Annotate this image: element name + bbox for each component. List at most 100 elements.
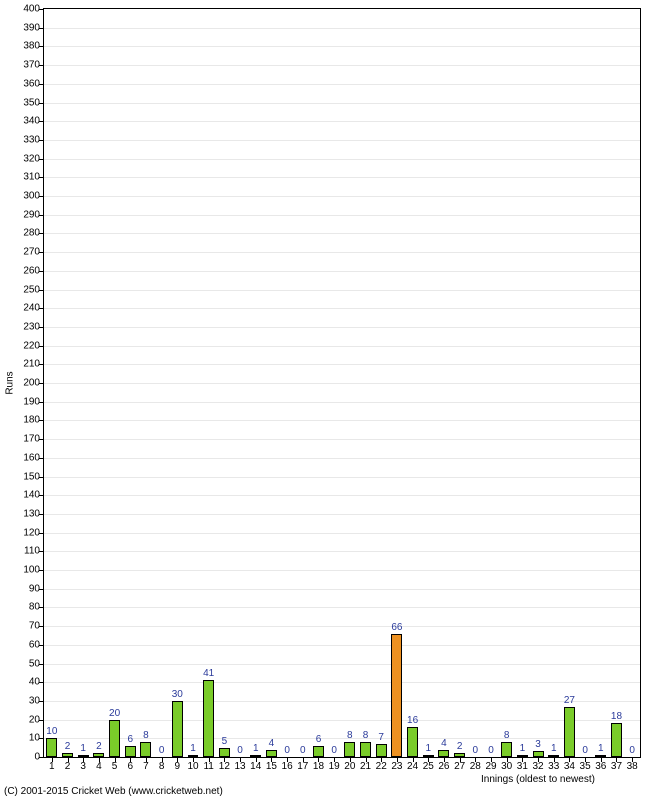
bar [376, 744, 387, 757]
x-tick-label: 38 [627, 757, 638, 772]
bar [391, 634, 402, 757]
x-tick-label: 20 [344, 757, 355, 772]
x-tick-label: 33 [548, 757, 559, 772]
bar [313, 746, 324, 757]
gridline [44, 514, 640, 515]
x-tick-label: 28 [470, 757, 481, 772]
gridline [44, 682, 640, 683]
y-tick-label: 150 [23, 471, 44, 482]
bar [501, 742, 512, 757]
bar [438, 750, 449, 757]
y-tick-label: 400 [23, 4, 44, 15]
gridline [44, 121, 640, 122]
bar-value-label: 16 [407, 715, 418, 726]
bar-value-label: 1 [551, 743, 557, 754]
gridline [44, 346, 640, 347]
bar [125, 746, 136, 757]
bar-value-label: 10 [46, 726, 57, 737]
y-tick-label: 90 [29, 583, 44, 594]
gridline [44, 215, 640, 216]
x-tick-label: 7 [143, 757, 149, 772]
gridline [44, 65, 640, 66]
bar-value-label: 2 [65, 741, 71, 752]
y-tick-label: 100 [23, 565, 44, 576]
y-tick-label: 170 [23, 434, 44, 445]
bar-value-label: 6 [316, 734, 322, 745]
bar-value-label: 8 [143, 730, 149, 741]
gridline [44, 84, 640, 85]
bar-value-label: 1 [598, 743, 604, 754]
y-tick-label: 10 [29, 733, 44, 744]
x-tick-label: 3 [80, 757, 86, 772]
gridline [44, 233, 640, 234]
y-tick-label: 370 [23, 60, 44, 71]
x-tick-label: 37 [611, 757, 622, 772]
y-tick-label: 270 [23, 247, 44, 258]
bar-value-label: 3 [535, 739, 541, 750]
y-tick-label: 110 [24, 546, 44, 557]
x-tick-label: 1 [49, 757, 55, 772]
bar-value-label: 1 [520, 743, 526, 754]
bar-value-label: 66 [391, 622, 402, 633]
y-tick-label: 300 [23, 191, 44, 202]
y-tick-label: 190 [23, 396, 44, 407]
y-tick-label: 140 [23, 490, 44, 501]
gridline [44, 159, 640, 160]
bar [219, 748, 230, 757]
x-tick-label: 14 [250, 757, 261, 772]
y-tick-label: 350 [23, 97, 44, 108]
bar [266, 750, 277, 757]
bar-value-label: 1 [190, 743, 196, 754]
gridline [44, 364, 640, 365]
bar-value-label: 20 [109, 708, 120, 719]
bar-value-label: 8 [504, 730, 510, 741]
y-tick-label: 280 [23, 228, 44, 239]
y-tick-label: 130 [23, 508, 44, 519]
y-tick-label: 250 [23, 284, 44, 295]
x-tick-label: 22 [376, 757, 387, 772]
bar [46, 738, 57, 757]
y-tick-label: 230 [23, 321, 44, 332]
x-tick-label: 23 [391, 757, 402, 772]
x-tick-label: 35 [580, 757, 591, 772]
gridline [44, 252, 640, 253]
bar-value-label: 1 [425, 743, 431, 754]
y-tick-label: 80 [29, 602, 44, 613]
x-tick-label: 8 [159, 757, 165, 772]
x-tick-label: 25 [423, 757, 434, 772]
y-tick-label: 50 [29, 658, 44, 669]
bar [344, 742, 355, 757]
gridline [44, 458, 640, 459]
gridline [44, 645, 640, 646]
y-tick-label: 180 [23, 415, 44, 426]
bar-value-label: 18 [611, 711, 622, 722]
x-tick-label: 27 [454, 757, 465, 772]
y-tick-label: 60 [29, 639, 44, 650]
bar-value-label: 0 [159, 745, 165, 756]
x-tick-label: 18 [313, 757, 324, 772]
x-tick-label: 2 [65, 757, 71, 772]
plot-area: 0102030405060708090100110120130140150160… [43, 8, 641, 758]
gridline [44, 103, 640, 104]
y-tick-label: 290 [23, 209, 44, 220]
bar-value-label: 0 [473, 745, 479, 756]
x-tick-label: 26 [438, 757, 449, 772]
y-tick-label: 340 [23, 116, 44, 127]
bar-value-label: 1 [253, 743, 259, 754]
x-tick-label: 16 [282, 757, 293, 772]
gridline [44, 420, 640, 421]
x-tick-label: 32 [532, 757, 543, 772]
x-tick-label: 13 [234, 757, 245, 772]
y-tick-label: 200 [23, 378, 44, 389]
bar-value-label: 0 [237, 745, 243, 756]
bar [172, 701, 183, 757]
x-tick-label: 6 [127, 757, 133, 772]
x-tick-label: 21 [360, 757, 371, 772]
gridline [44, 308, 640, 309]
gridline [44, 551, 640, 552]
x-axis-title: Innings (oldest to newest) [481, 774, 595, 785]
y-tick-label: 320 [23, 153, 44, 164]
bar-value-label: 4 [441, 738, 447, 749]
x-tick-label: 9 [175, 757, 181, 772]
y-tick-label: 30 [29, 695, 44, 706]
